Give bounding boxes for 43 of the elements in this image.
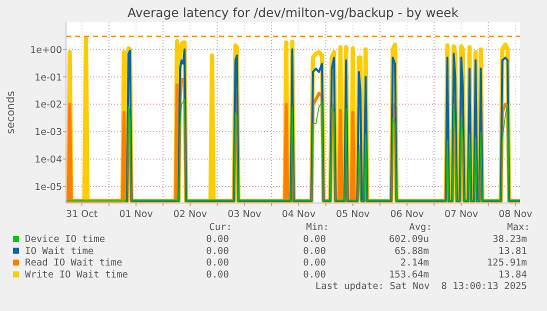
text: 0.00 — [206, 269, 230, 280]
y-tick-label: 1e-01 — [34, 72, 62, 84]
text: 0.00 — [303, 269, 326, 280]
text: 0.00 — [303, 234, 326, 245]
legend-label: Write IO Wait time — [25, 269, 128, 280]
x-tick-label: 08 Nov — [498, 209, 533, 220]
line-series — [124, 48, 521, 202]
y-tick-label: 1e-03 — [34, 127, 62, 138]
text: 0.00 — [303, 258, 326, 269]
legend-label: Device IO time — [25, 234, 106, 245]
y-tick-label: 1e-04 — [34, 154, 62, 166]
text: 125.91m — [486, 258, 528, 269]
text: Cur: — [209, 222, 232, 233]
text: 0.00 — [206, 234, 230, 245]
text: Last update: Sat Nov 8 13:00:13 2025 — [315, 281, 527, 292]
legend-label: Read IO Wait time — [25, 258, 123, 269]
y-tick-label: 1e+00 — [30, 44, 62, 56]
text: 153.64m — [388, 269, 430, 280]
text: Max: — [507, 222, 530, 233]
x-tick-label: 02 Nov — [173, 209, 208, 220]
text: 65.88m — [394, 246, 430, 257]
text: 13.84 — [498, 269, 528, 280]
x-tick-label: 01 Nov — [119, 209, 154, 220]
x-tick-label: 03 Nov — [228, 209, 262, 220]
x-tick-label: 04 Nov — [282, 209, 316, 220]
legend-label: IO Wait time — [25, 246, 94, 257]
y-tick-label: 1e-02 — [34, 100, 62, 111]
x-tick-label: 05 Nov — [336, 209, 370, 220]
chart-title: Average latency for /dev/milton-vg/backup - by week — [128, 5, 460, 20]
text: 38.23m — [492, 234, 528, 245]
text: 602.09u — [388, 234, 429, 245]
text: Min: — [306, 222, 329, 233]
text: 0.00 — [206, 246, 230, 257]
x-tick-label: 31 Oct — [66, 209, 98, 220]
text: 0.00 — [303, 246, 326, 257]
text: 13.81 — [498, 246, 528, 257]
text: 2.14m — [400, 258, 430, 269]
text: 0.00 — [206, 258, 230, 269]
x-tick-label: 07 Nov — [444, 209, 478, 220]
x-tick-label: 06 Nov — [390, 209, 424, 220]
text: Avg: — [409, 222, 432, 233]
y-tick-label: 1e-05 — [34, 182, 62, 193]
y-axis-title: seconds — [5, 91, 17, 134]
